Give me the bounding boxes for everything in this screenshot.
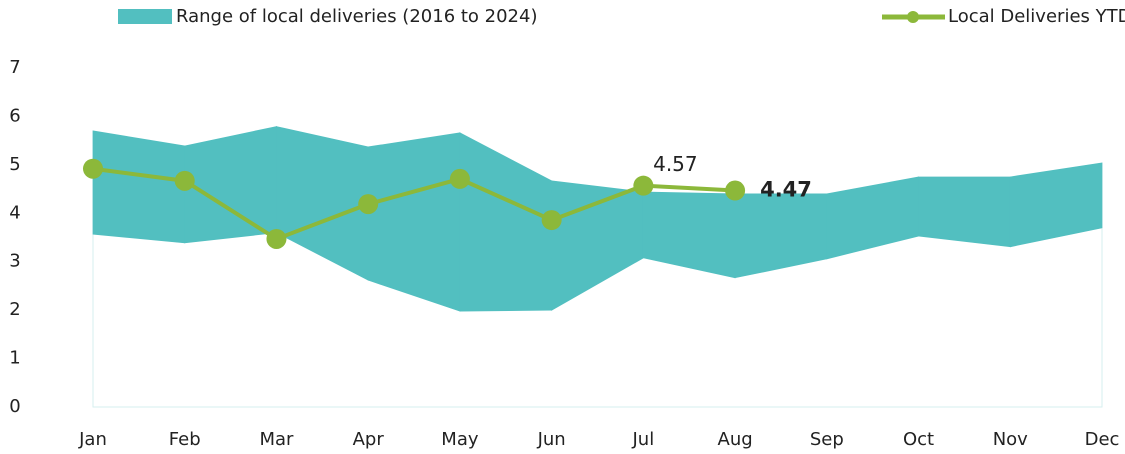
point <box>541 210 562 231</box>
point <box>174 170 195 191</box>
y-tick-label: 0 <box>9 396 20 417</box>
range-band <box>734 193 828 279</box>
x-tick-label: Apr <box>353 429 385 450</box>
y-tick-label: 6 <box>9 105 20 126</box>
point <box>358 194 379 215</box>
range-band <box>184 126 277 244</box>
range-base <box>92 227 1103 408</box>
point <box>266 228 287 249</box>
point <box>449 168 470 189</box>
y-tick-label: 5 <box>9 154 20 175</box>
range-band <box>92 130 186 244</box>
range-band <box>551 180 644 311</box>
point <box>83 158 103 179</box>
range-band <box>642 191 736 279</box>
range-band <box>459 132 553 312</box>
y-tick-label: 4 <box>9 202 20 223</box>
x-tick-label: May <box>441 429 479 450</box>
legend-label: Local Deliveries YTD Aug ’25 <box>948 6 1125 27</box>
range-band <box>826 176 919 260</box>
line <box>92 166 736 242</box>
y-tick-label: 3 <box>9 251 20 272</box>
data-label: 4.47 <box>760 178 812 202</box>
x-tick-label: Jul <box>632 429 655 450</box>
x-tick-label: Nov <box>993 429 1028 450</box>
x-tick-label: Dec <box>1085 429 1120 450</box>
range-band <box>1009 162 1103 248</box>
y-tick-label: 2 <box>9 299 20 320</box>
range-band <box>276 126 369 281</box>
point <box>725 180 746 201</box>
x-tick-label: Mar <box>259 429 294 450</box>
x-tick-label: Feb <box>169 429 201 450</box>
range-band <box>367 132 461 312</box>
x-tick-label: Jun <box>537 429 566 450</box>
point <box>633 175 654 196</box>
y-tick-label: 7 <box>9 57 20 78</box>
legend-label: Range of local deliveries (2016 to 2024) <box>176 6 538 27</box>
legend-swatch-range <box>118 9 172 24</box>
legend-swatch-dot <box>907 11 919 23</box>
x-tick-label: Oct <box>903 429 934 450</box>
x-tick-label: Sep <box>810 429 844 450</box>
x-tick-label: Jan <box>78 429 107 450</box>
y-tick-label: 1 <box>9 348 20 369</box>
x-tick-label: Aug <box>718 429 753 450</box>
data-label: 4.57 <box>653 152 698 176</box>
range-band <box>918 176 1011 248</box>
